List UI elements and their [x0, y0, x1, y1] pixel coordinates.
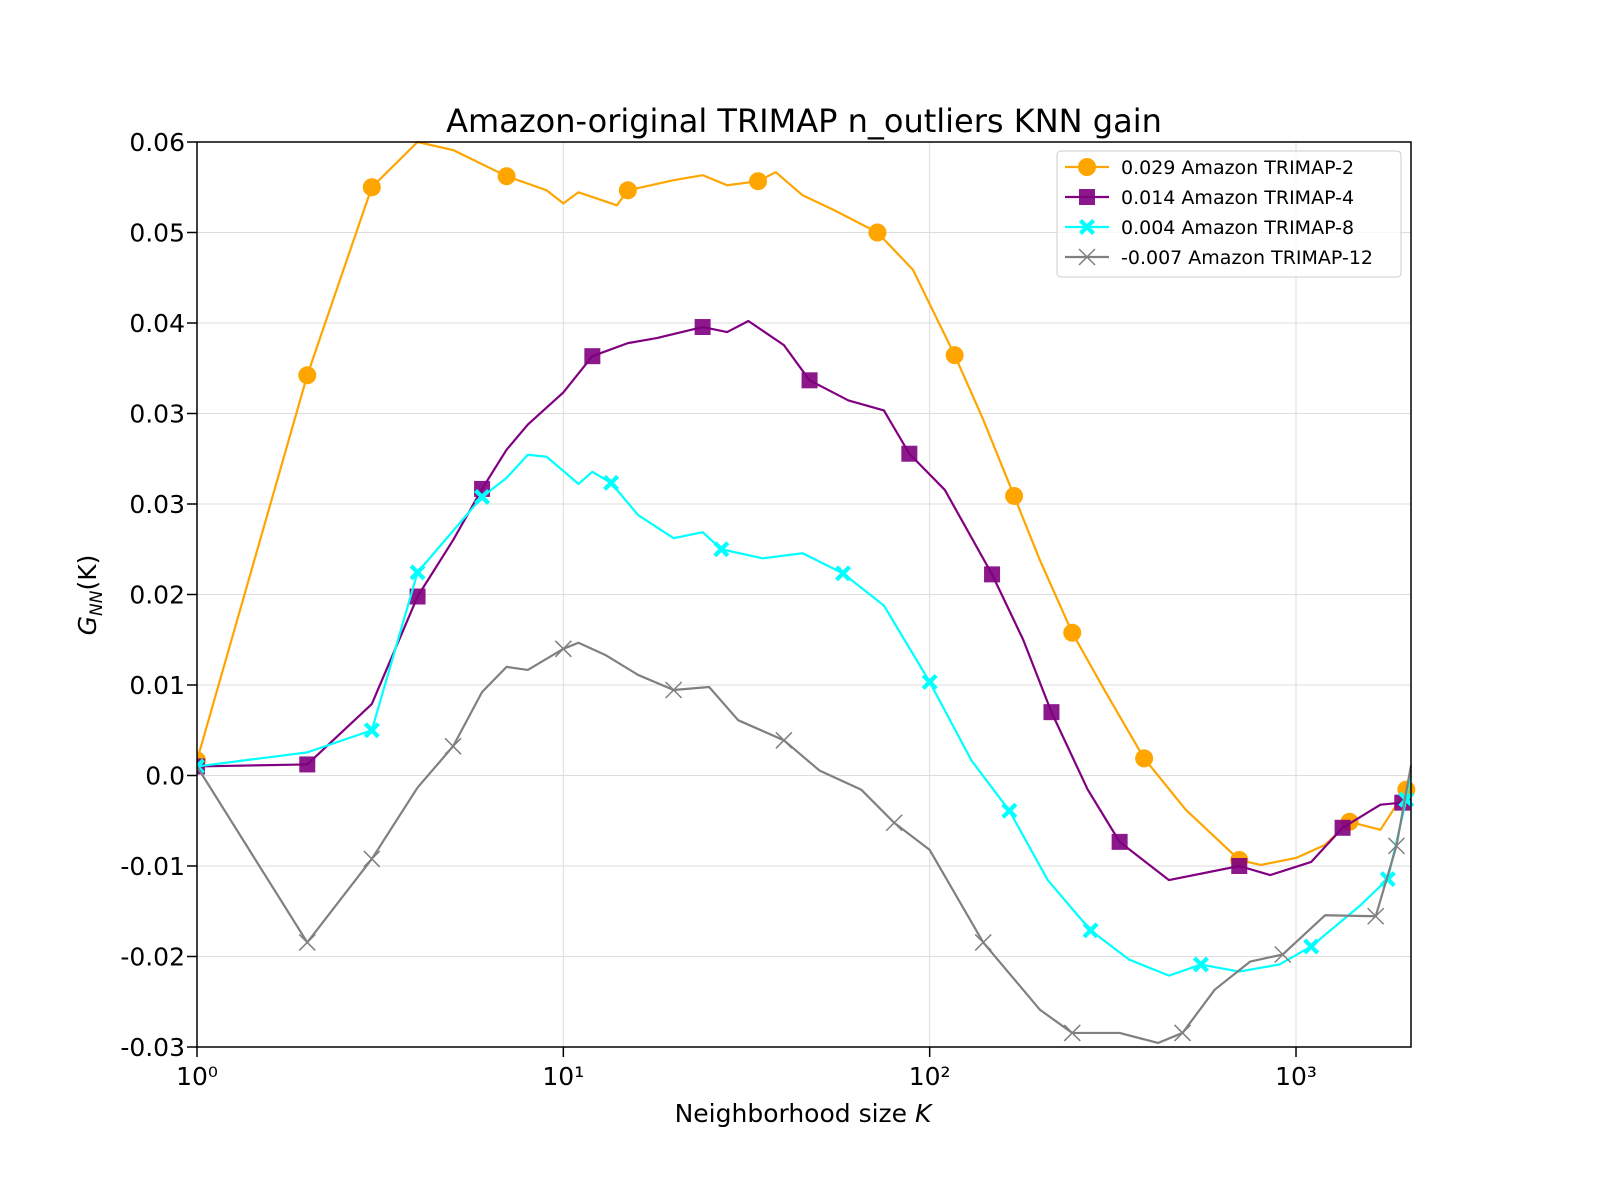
y-axis-label-sub: NN	[87, 590, 107, 616]
marker	[1082, 922, 1099, 939]
marker	[921, 673, 938, 690]
series	[197, 453, 1415, 977]
legend: 0.029 Amazon TRIMAP-2 0.014 Amazon TRIMAP…	[1056, 150, 1402, 278]
y-axis-label-tail: (K)	[73, 555, 102, 591]
y-tick-label: 0.03	[129, 400, 185, 429]
marker	[1135, 749, 1154, 768]
y-tick-label: -0.01	[120, 852, 185, 881]
y-tick-label: 0.04	[129, 309, 185, 338]
x-tick-label: 10³	[1275, 1062, 1317, 1091]
marker	[665, 681, 683, 699]
marker	[694, 319, 711, 336]
marker	[1043, 704, 1060, 721]
legend-marker	[1079, 189, 1095, 205]
marker	[363, 722, 380, 739]
x-axis-label-var: K	[915, 1099, 934, 1128]
marker	[1001, 802, 1018, 819]
line	[197, 453, 1413, 977]
legend-marker	[1079, 219, 1095, 235]
marker	[554, 640, 572, 658]
y-tick-label: 0.05	[129, 219, 185, 248]
line	[197, 319, 1412, 882]
marker	[584, 348, 601, 365]
x-axis-label: Neighborhood size K	[675, 1099, 934, 1128]
legend-label: 0.004 Amazon TRIMAP-8	[1121, 217, 1354, 239]
x-tick-label: 10²	[909, 1062, 951, 1091]
x-axis-label-text: Neighborhood size	[675, 1099, 915, 1128]
line	[197, 140, 1413, 867]
marker	[713, 541, 730, 558]
x-tick-label: 10¹	[542, 1062, 584, 1091]
marker	[409, 588, 426, 605]
marker	[298, 366, 317, 385]
legend-label: -0.007 Amazon TRIMAP-12	[1121, 247, 1373, 269]
y-tick-label: 0.02	[129, 581, 185, 610]
marker	[984, 566, 1001, 583]
marker	[885, 814, 903, 832]
chart-title: Amazon-original TRIMAP n_outliers KNN ga…	[446, 102, 1162, 140]
legend-marker	[1078, 158, 1096, 176]
marker	[497, 167, 516, 186]
series	[197, 640, 1413, 1045]
legend-marker	[1078, 248, 1096, 266]
marker	[1334, 819, 1351, 836]
marker	[298, 933, 316, 951]
marker	[1303, 938, 1320, 955]
legend-label: 0.029 Amazon TRIMAP-2	[1121, 157, 1354, 179]
marker	[901, 445, 918, 462]
y-axis-label: GNN(K)	[73, 555, 107, 636]
marker	[1005, 486, 1024, 505]
marker	[1063, 623, 1082, 642]
marker	[974, 933, 992, 951]
marker	[1387, 837, 1405, 855]
y-tick-label: -0.02	[120, 943, 185, 972]
marker	[868, 223, 887, 242]
y-tick-label: -0.03	[120, 1033, 185, 1062]
x-tick-label: 10⁰	[176, 1062, 218, 1091]
marker	[775, 731, 793, 749]
marker	[1192, 956, 1209, 973]
marker	[299, 756, 316, 773]
y-tick-label: 0.03	[129, 490, 185, 519]
marker	[618, 181, 637, 200]
line	[197, 641, 1413, 1045]
marker	[1367, 907, 1385, 925]
marker	[362, 178, 381, 197]
legend-label: 0.014 Amazon TRIMAP-4	[1121, 187, 1354, 209]
marker	[1063, 1024, 1081, 1042]
marker	[603, 474, 620, 491]
marker	[801, 372, 818, 389]
marker	[1111, 833, 1128, 850]
marker	[409, 564, 426, 581]
marker	[474, 488, 491, 505]
y-axis-label-main: G	[73, 616, 102, 635]
plot-frame	[196, 141, 1412, 1048]
marker	[1274, 945, 1292, 964]
marker	[363, 850, 381, 868]
legend-box	[1056, 150, 1402, 278]
marker	[444, 737, 462, 755]
y-tick-label: 0.01	[129, 671, 185, 700]
y-tick-label: 0.0	[145, 762, 185, 791]
marker	[835, 565, 852, 582]
marker	[749, 172, 768, 191]
marker	[945, 346, 964, 365]
y-tick-label: 0.06	[129, 128, 185, 157]
marker	[1173, 1024, 1192, 1042]
marker	[1231, 858, 1248, 874]
